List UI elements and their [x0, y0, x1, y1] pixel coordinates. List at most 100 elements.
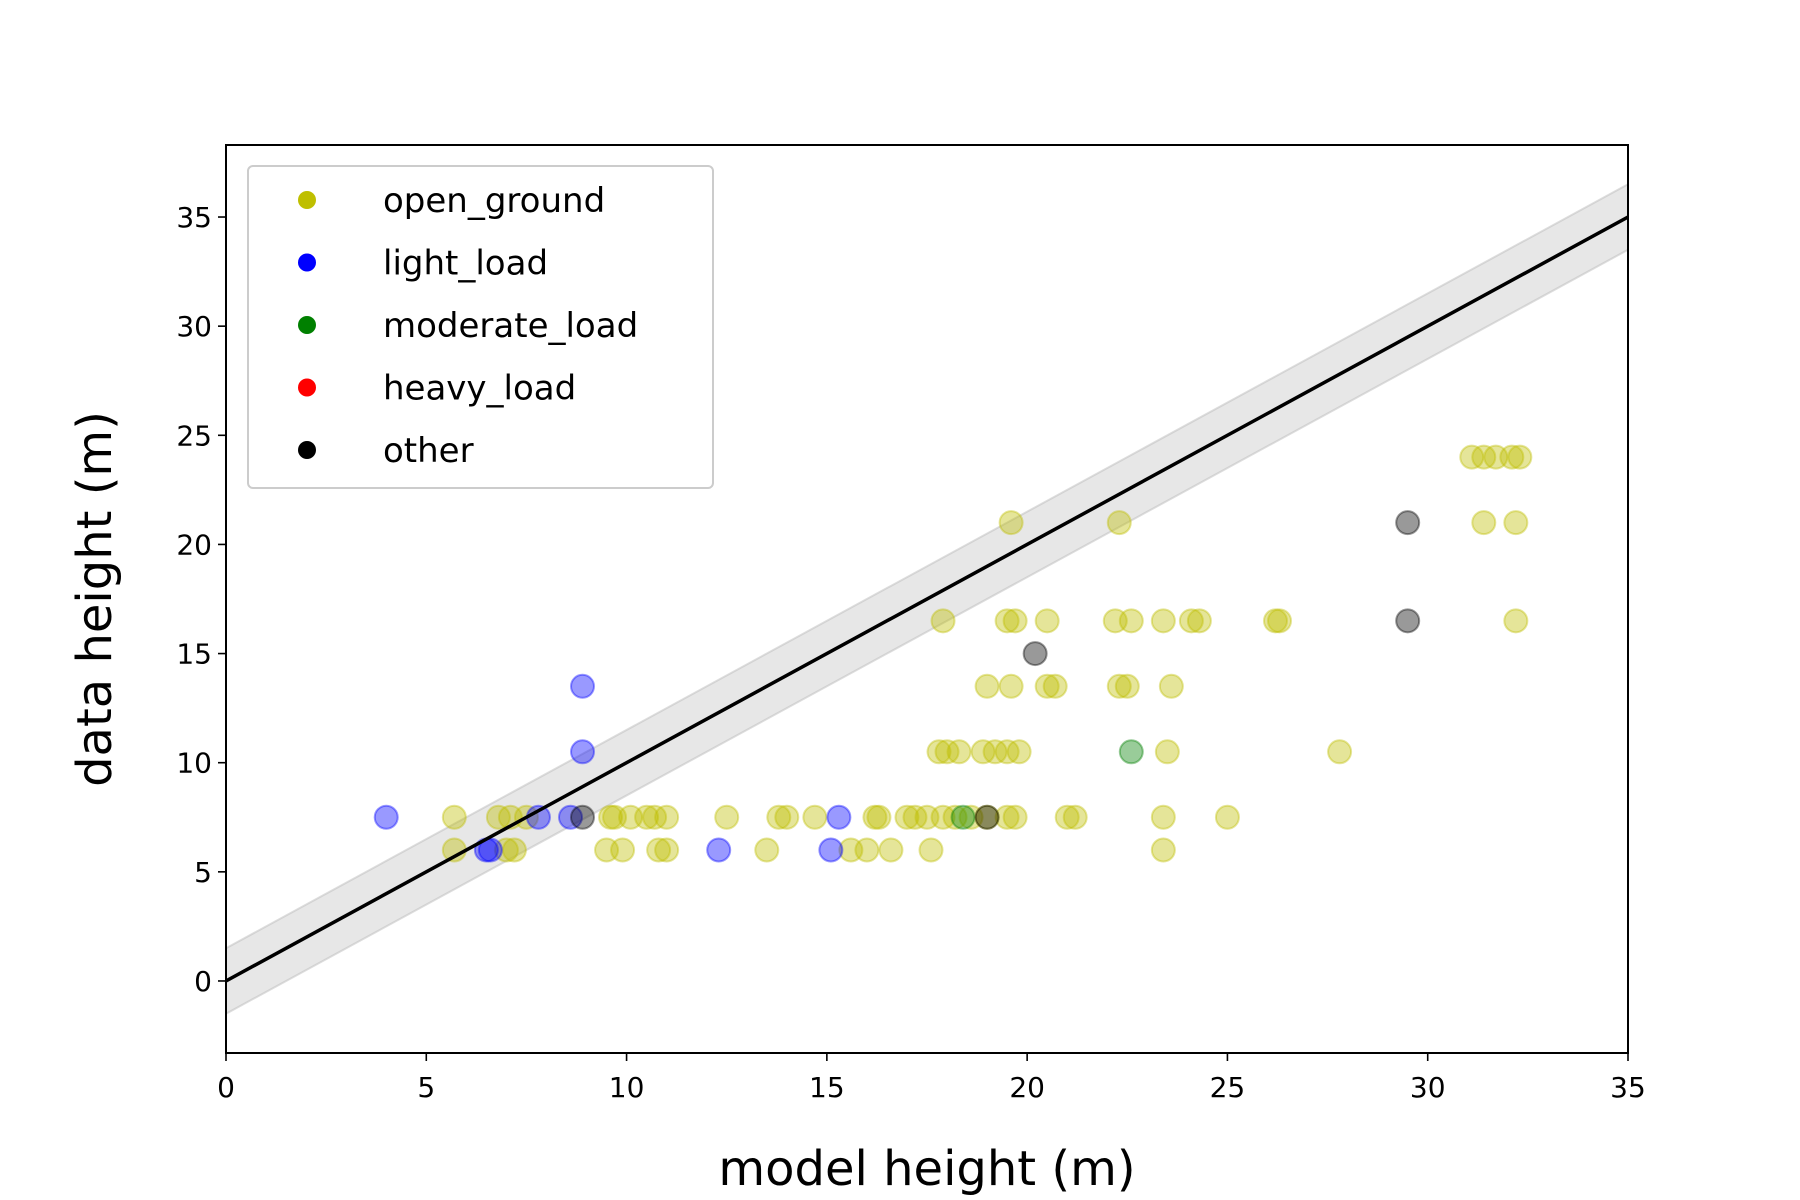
data-point-open-ground	[942, 804, 968, 830]
data-point-open-ground	[926, 739, 952, 765]
data-point-moderate-load	[1118, 739, 1144, 765]
data-point-open-ground	[1186, 608, 1212, 634]
data-point-open-ground	[1262, 608, 1288, 634]
scatter-points-layer	[373, 444, 1533, 863]
data-point-open-ground	[878, 837, 904, 863]
data-point-open-ground	[1002, 804, 1028, 830]
data-point-open-ground	[602, 804, 628, 830]
data-point-open-ground	[1102, 608, 1128, 634]
data-point-open-ground	[918, 837, 944, 863]
data-point-open-ground	[714, 804, 740, 830]
data-point-open-ground	[994, 739, 1020, 765]
data-point-open-ground	[946, 739, 972, 765]
data-point-open-ground	[894, 804, 920, 830]
data-point-open-ground	[998, 673, 1024, 699]
data-point-open-ground	[1483, 444, 1509, 470]
data-point-other	[974, 804, 1000, 830]
data-point-open-ground	[914, 804, 940, 830]
data-point-open-ground	[1471, 510, 1497, 536]
data-point-open-ground	[1267, 608, 1293, 634]
data-point-moderate-load	[950, 804, 976, 830]
data-point-open-ground	[866, 804, 892, 830]
data-point-open-ground	[934, 739, 960, 765]
data-point-open-ground	[958, 804, 984, 830]
data-point-other	[1395, 510, 1421, 536]
data-point-open-ground	[998, 510, 1024, 536]
y-axis-ticks: 0 5 10 15 20 25 30 35	[176, 201, 226, 998]
data-point-light-load	[706, 837, 732, 863]
data-point-open-ground	[930, 608, 956, 634]
data-point-open-ground	[854, 837, 880, 863]
y-axis-label: data height (m)	[67, 411, 123, 787]
legend-box	[247, 165, 714, 489]
data-point-open-ground	[1150, 608, 1176, 634]
data-point-open-ground	[1327, 739, 1353, 765]
x-tick-label: 20	[1009, 1071, 1045, 1104]
y-tick-label: 0	[194, 965, 212, 998]
x-tick-label: 25	[1210, 1071, 1246, 1104]
legend-label-heavy-load: heavy_load	[383, 369, 576, 409]
legend-marker-moderate-load	[298, 316, 316, 334]
x-axis-ticks: 0 5 10 15 20 25 30 35	[217, 1053, 1646, 1104]
data-point-open-ground	[1062, 804, 1088, 830]
data-point-other	[570, 804, 596, 830]
legend-marker-light-load	[298, 253, 316, 272]
data-point-light-load	[570, 739, 596, 765]
reference-line-layer	[226, 215, 1628, 983]
data-point-open-ground	[1503, 608, 1529, 634]
data-point-open-ground	[1150, 837, 1176, 863]
data-point-other	[1395, 608, 1421, 634]
data-point-open-ground	[1150, 804, 1176, 830]
legend-label-other: other	[383, 431, 474, 471]
data-point-open-ground	[618, 804, 644, 830]
data-point-open-ground	[974, 804, 1000, 830]
y-tick-label: 10	[176, 747, 212, 780]
x-tick-label: 0	[217, 1071, 235, 1104]
x-tick-label: 10	[609, 1071, 645, 1104]
data-point-open-ground	[1002, 608, 1028, 634]
data-point-open-ground	[766, 804, 792, 830]
data-point-open-ground	[634, 804, 660, 830]
y-tick-label: 20	[176, 528, 212, 561]
data-point-open-ground	[802, 804, 828, 830]
data-point-open-ground	[1158, 673, 1184, 699]
series-other	[570, 510, 1421, 830]
x-tick-label: 35	[1610, 1071, 1646, 1104]
data-point-open-ground	[594, 837, 620, 863]
data-point-light-load	[557, 804, 583, 830]
data-point-open-ground	[994, 608, 1020, 634]
reference-line	[226, 215, 1628, 983]
y-tick-label: 30	[176, 310, 212, 343]
data-point-open-ground	[654, 804, 680, 830]
data-point-open-ground	[1006, 739, 1032, 765]
data-point-open-ground	[493, 837, 519, 863]
legend-label-moderate-load: moderate_load	[383, 306, 638, 346]
data-point-open-ground	[1034, 608, 1060, 634]
y-tick-label: 5	[194, 856, 212, 889]
data-point-open-ground	[1503, 510, 1529, 536]
legend-label-open-ground: open_ground	[383, 181, 605, 221]
legend: open_ground light_load moderate_load heavy_…	[247, 165, 714, 489]
data-point-other	[1022, 641, 1048, 667]
legend-items: open_ground light_load moderate_load heavy_…	[298, 181, 638, 471]
data-point-open-ground	[1054, 804, 1080, 830]
data-point-open-ground	[1154, 739, 1180, 765]
data-point-open-ground	[754, 837, 780, 863]
data-point-open-ground	[485, 804, 511, 830]
data-point-open-ground	[974, 673, 1000, 699]
data-point-open-ground	[642, 804, 668, 830]
data-point-open-ground	[902, 804, 928, 830]
x-tick-label: 30	[1410, 1071, 1446, 1104]
data-point-open-ground	[838, 837, 864, 863]
series-moderate-load	[950, 739, 1144, 830]
data-point-open-ground	[930, 804, 956, 830]
data-point-open-ground	[994, 804, 1020, 830]
data-point-open-ground	[1106, 673, 1132, 699]
series-light-load	[373, 673, 852, 863]
data-point-open-ground	[1178, 608, 1204, 634]
data-point-light-load	[373, 804, 399, 830]
y-tick-label: 35	[176, 201, 212, 234]
data-point-open-ground	[1042, 673, 1068, 699]
y-tick-label: 25	[176, 419, 212, 452]
